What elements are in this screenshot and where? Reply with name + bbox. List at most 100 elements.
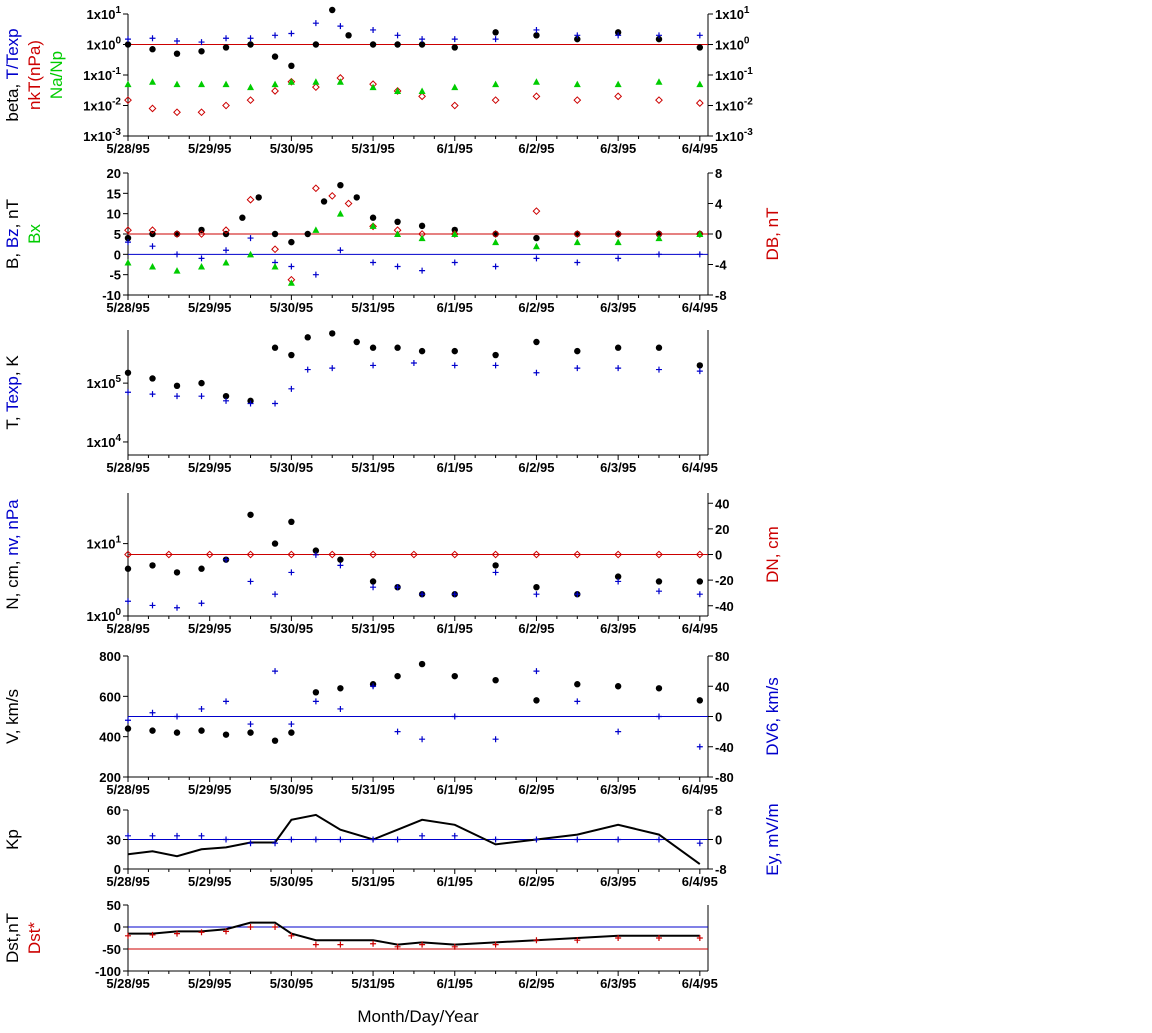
series-line	[127, 813, 701, 865]
data-point	[247, 400, 254, 407]
data-point	[394, 344, 401, 351]
data-point	[337, 705, 344, 712]
x-tick-label: 5/30/95	[270, 874, 313, 889]
data-point	[394, 728, 401, 735]
y-tick-label-left: 1x105	[87, 374, 122, 391]
data-point	[337, 941, 344, 948]
data-point	[533, 369, 540, 376]
x-tick-label: 5/31/95	[351, 874, 394, 889]
data-point	[288, 836, 295, 843]
series-p7-1	[125, 924, 703, 950]
y-tick-label-left: 1x100	[87, 607, 122, 624]
y-axis-label: V, km/s	[3, 689, 22, 744]
y-axis-label: Bx	[25, 224, 44, 244]
x-tick-label: 6/4/95	[682, 782, 718, 797]
data-point	[370, 362, 377, 369]
x-tick-label: 5/28/95	[106, 782, 149, 797]
data-point	[173, 230, 181, 238]
x-tick-label: 6/1/95	[437, 621, 473, 636]
data-point	[418, 222, 426, 230]
x-tick-label: 6/3/95	[600, 782, 636, 797]
data-point	[695, 230, 704, 238]
data-point	[574, 698, 581, 705]
y-tick-label-left: 800	[99, 649, 121, 664]
data-point	[222, 101, 230, 110]
data-point	[451, 832, 458, 839]
data-point	[655, 366, 662, 373]
data-point	[336, 78, 344, 85]
data-point	[533, 937, 540, 944]
data-point	[369, 222, 377, 229]
data-point	[451, 226, 458, 234]
series-p6-0	[127, 813, 701, 865]
data-point	[198, 255, 205, 262]
series-p1-3	[124, 78, 704, 94]
data-point	[312, 836, 319, 843]
data-point	[174, 38, 181, 45]
data-point	[696, 935, 703, 941]
y-tick-label-right: -80	[715, 770, 734, 785]
data-point	[197, 108, 206, 117]
data-point	[655, 935, 662, 941]
data-point	[328, 550, 337, 559]
data-point	[222, 80, 230, 88]
y-tick-label-left: 1x10-1	[83, 66, 121, 83]
data-point	[574, 591, 581, 598]
y-tick-label-right: 0	[715, 833, 722, 848]
x-tick-label: 5/29/95	[188, 976, 231, 991]
data-point	[124, 226, 132, 235]
data-point	[655, 685, 663, 692]
y-tick-label-left: 60	[107, 803, 121, 818]
x-tick-label: 6/2/95	[518, 874, 554, 889]
data-point	[149, 391, 156, 398]
data-point	[205, 550, 214, 559]
data-point	[491, 230, 500, 238]
data-point	[394, 943, 401, 950]
data-point	[574, 230, 581, 238]
x-tick-label: 5/31/95	[351, 300, 394, 315]
data-point	[174, 832, 181, 839]
data-point	[287, 550, 296, 559]
data-point	[394, 672, 401, 680]
y-axis-label: B, Bz, nT	[3, 199, 22, 269]
series-p1-2	[124, 74, 704, 117]
y-tick-label-right: -8	[715, 288, 727, 303]
data-point	[394, 218, 401, 225]
y-tick-label-right: -8	[715, 862, 727, 877]
data-point	[288, 385, 295, 392]
data-point	[533, 583, 540, 591]
x-tick-label: 5/28/95	[106, 874, 149, 889]
data-point	[337, 836, 344, 843]
data-point	[247, 83, 255, 91]
data-point	[573, 230, 582, 238]
data-point	[174, 930, 181, 937]
data-point	[198, 393, 205, 400]
data-point	[287, 77, 296, 86]
data-point	[125, 598, 131, 605]
data-point	[394, 230, 402, 237]
data-point	[696, 840, 703, 847]
data-point	[394, 87, 402, 94]
data-point	[312, 78, 320, 85]
data-point	[532, 242, 540, 250]
y-tick-label-left: 30	[107, 833, 121, 848]
data-point	[394, 263, 401, 270]
data-point	[418, 347, 426, 355]
data-point	[419, 267, 426, 274]
data-point	[287, 279, 295, 286]
data-point	[337, 685, 344, 692]
data-point	[246, 195, 255, 204]
data-point	[615, 365, 622, 372]
data-point	[173, 382, 181, 390]
data-point	[247, 924, 254, 930]
data-point	[369, 41, 377, 48]
x-tick-label: 6/4/95	[682, 976, 718, 991]
data-point	[124, 550, 132, 559]
data-point	[329, 330, 336, 337]
x-tick-label: 5/31/95	[351, 976, 394, 991]
data-point	[451, 672, 458, 680]
x-tick-label: 6/2/95	[518, 300, 554, 315]
panel-p3: 5/28/95 5/29/95 5/30/95 5/31/95 6/1/95 6/2/95…	[3, 330, 718, 475]
x-tick-label: 6/3/95	[600, 621, 636, 636]
data-point	[247, 235, 254, 242]
